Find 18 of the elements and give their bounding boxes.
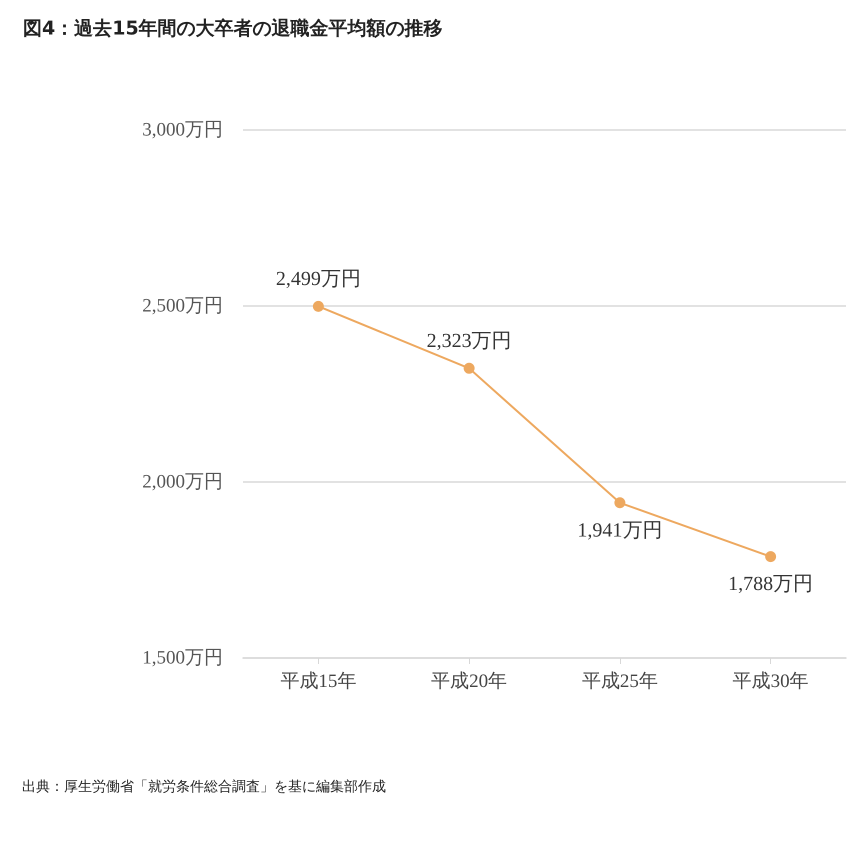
data-label: 2,323万円	[426, 330, 512, 352]
point	[614, 497, 626, 508]
data-label: 2,499万円	[276, 268, 361, 290]
y-tick-label: 1,500万円	[142, 648, 223, 668]
point	[312, 300, 324, 312]
chart-title: 図4：過去15年間の大卒者の退職金平均額の推移	[23, 18, 443, 40]
point	[765, 551, 776, 562]
x-tick-label: 平成15年	[280, 671, 356, 692]
x-tick-label: 平成30年	[732, 671, 809, 692]
source-note: 出典：厚生労働省「就労条件総合調査」を基に編集部作成	[22, 779, 386, 795]
y-tick-label: 3,000万円	[142, 120, 223, 140]
x-tick-label: 平成20年	[431, 671, 508, 692]
y-tick-label: 2,500万円	[142, 296, 223, 316]
data-label: 1,788万円	[728, 573, 814, 596]
data-label: 1,941万円	[577, 519, 662, 542]
point	[464, 362, 475, 374]
x-tick-label: 平成25年	[582, 671, 658, 692]
y-tick-label: 2,000万円	[142, 472, 223, 492]
